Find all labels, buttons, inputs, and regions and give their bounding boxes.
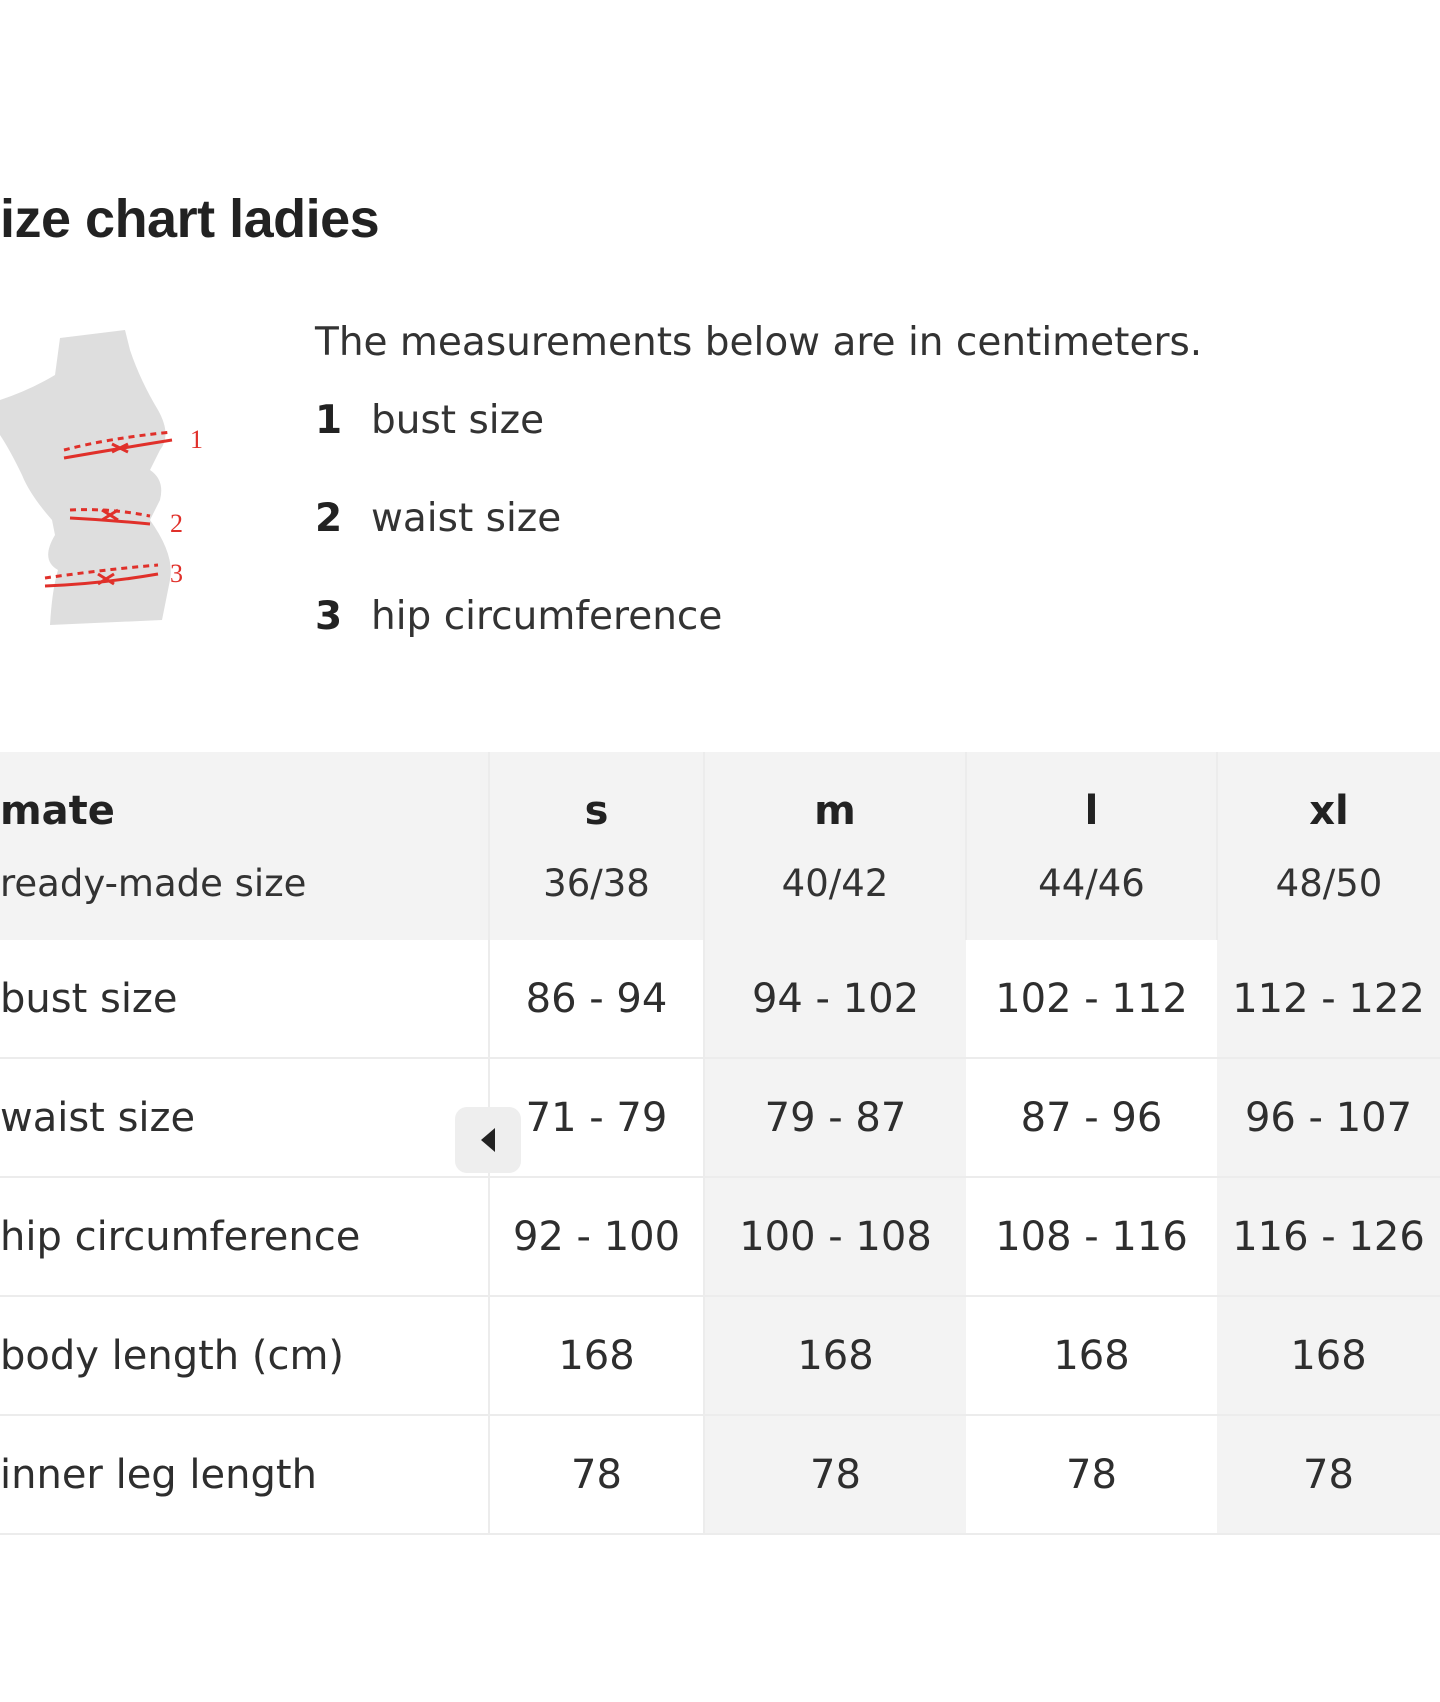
chevron-left-icon xyxy=(481,1128,495,1152)
legend-item-waist: 2 waist size xyxy=(315,496,561,541)
header-cell-label: mate ready-made size xyxy=(0,752,490,940)
table-cell: 79 - 87 xyxy=(704,1058,966,1178)
header-title: mate xyxy=(0,787,115,834)
table-header-row: mate ready-made size s 36/38 m 40/42 l 4… xyxy=(0,752,1440,940)
table-cell: 96 - 107 xyxy=(1217,1058,1440,1178)
marker-label-2: 2 xyxy=(170,509,183,538)
page-title: ize chart ladies xyxy=(0,189,380,249)
table-cell: 116 - 126 xyxy=(1217,1177,1440,1297)
row-label: bust size xyxy=(0,940,490,1059)
table-cell: 92 - 100 xyxy=(489,1177,705,1297)
legend-label: bust size xyxy=(371,398,545,443)
size-table: mate ready-made size s 36/38 m 40/42 l 4… xyxy=(0,752,1440,1535)
size-label: s xyxy=(584,787,609,834)
table-cell: 168 xyxy=(704,1296,966,1416)
table-cell: 102 - 112 xyxy=(966,940,1217,1059)
table-cell: 168 xyxy=(489,1296,705,1416)
waist-marker xyxy=(69,508,151,526)
table-row: bust size 86 - 94 94 - 102 102 - 112 112… xyxy=(0,940,1440,1059)
table-cell: 94 - 102 xyxy=(704,940,966,1059)
row-label: inner leg length xyxy=(0,1415,490,1535)
bust-marker xyxy=(63,430,173,460)
table-cell: 86 - 94 xyxy=(489,940,705,1059)
header-cell-s: s 36/38 xyxy=(489,752,705,940)
size-label: xl xyxy=(1309,787,1349,834)
legend-item-bust: 1 bust size xyxy=(315,398,544,443)
size-label: m xyxy=(814,787,856,834)
ready-made-size: 48/50 xyxy=(1275,861,1383,905)
legend-label: hip circumference xyxy=(371,594,723,639)
header-cell-m: m 40/42 xyxy=(704,752,967,940)
table-row: hip circumference 92 - 100 100 - 108 108… xyxy=(0,1177,1440,1297)
table-cell: 100 - 108 xyxy=(704,1177,966,1297)
legend-label: waist size xyxy=(371,496,562,541)
ready-made-size: 44/46 xyxy=(1038,861,1145,905)
table-cell: 168 xyxy=(1217,1296,1440,1416)
size-label: l xyxy=(1084,787,1099,834)
table-scroll-left-button[interactable] xyxy=(455,1107,521,1173)
ready-made-size: 40/42 xyxy=(781,861,889,905)
header-cell-l: l 44/46 xyxy=(966,752,1218,940)
table-cell: 78 xyxy=(1217,1415,1440,1535)
hip-marker xyxy=(44,563,159,588)
row-label: hip circumference xyxy=(0,1177,490,1297)
table-cell: 112 - 122 xyxy=(1217,940,1440,1059)
table-cell: 168 xyxy=(966,1296,1217,1416)
table-cell: 78 xyxy=(704,1415,966,1535)
ready-made-size: 36/38 xyxy=(543,861,650,905)
table-cell: 108 - 116 xyxy=(966,1177,1217,1297)
legend-number: 2 xyxy=(315,496,343,541)
table-row: inner leg length 78 78 78 78 xyxy=(0,1415,1440,1535)
table-cell: 87 - 96 xyxy=(966,1058,1217,1178)
body-measurement-figure: 1 2 3 xyxy=(0,330,203,625)
header-cell-xl: xl 48/50 xyxy=(1217,752,1440,940)
header-subtitle: ready-made size xyxy=(0,861,307,905)
legend-item-hip: 3 hip circumference xyxy=(315,594,722,639)
row-label: body length (cm) xyxy=(0,1296,490,1416)
legend-number: 1 xyxy=(315,398,343,443)
table-cell: 71 - 79 xyxy=(489,1058,705,1178)
legend-number: 3 xyxy=(315,594,343,639)
marker-label-1: 1 xyxy=(190,425,203,454)
table-row: waist size 71 - 79 79 - 87 87 - 96 96 - … xyxy=(0,1058,1440,1178)
table-cell: 78 xyxy=(489,1415,705,1535)
table-cell: 78 xyxy=(966,1415,1217,1535)
body-silhouette xyxy=(0,330,171,625)
row-label: waist size xyxy=(0,1058,490,1178)
table-row: body length (cm) 168 168 168 168 xyxy=(0,1296,1440,1416)
marker-label-3: 3 xyxy=(170,559,183,588)
units-note: The measurements below are in centimeter… xyxy=(315,320,1203,365)
